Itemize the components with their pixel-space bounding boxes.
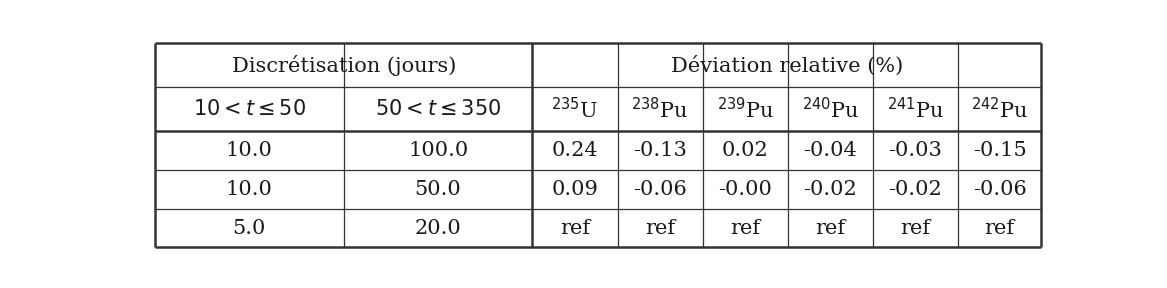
Text: $^{241}$Pu: $^{241}$Pu bbox=[887, 97, 944, 122]
Text: $50 < t \leq 350$: $50 < t \leq 350$ bbox=[375, 99, 502, 119]
Text: -0.04: -0.04 bbox=[803, 141, 858, 160]
Text: $^{240}$Pu: $^{240}$Pu bbox=[802, 97, 859, 122]
Text: -0.06: -0.06 bbox=[973, 180, 1027, 199]
Text: -0.06: -0.06 bbox=[634, 180, 687, 199]
Text: ref: ref bbox=[816, 219, 845, 238]
Text: ref: ref bbox=[900, 219, 930, 238]
Text: 50.0: 50.0 bbox=[414, 180, 461, 199]
Text: Déviation relative (%): Déviation relative (%) bbox=[671, 55, 903, 75]
Text: -0.00: -0.00 bbox=[718, 180, 773, 199]
Text: $^{238}$Pu: $^{238}$Pu bbox=[631, 97, 689, 122]
Text: $^{242}$Pu: $^{242}$Pu bbox=[971, 97, 1028, 122]
Text: -0.03: -0.03 bbox=[888, 141, 942, 160]
Text: -0.15: -0.15 bbox=[973, 141, 1027, 160]
Text: $^{235}$U: $^{235}$U bbox=[551, 97, 599, 122]
Text: 0.09: 0.09 bbox=[552, 180, 599, 199]
Text: ref: ref bbox=[560, 219, 591, 238]
Text: 100.0: 100.0 bbox=[408, 141, 468, 160]
Text: 10.0: 10.0 bbox=[226, 141, 273, 160]
Text: -0.02: -0.02 bbox=[803, 180, 858, 199]
Text: $10 < t \leq 50$: $10 < t \leq 50$ bbox=[193, 99, 306, 119]
Text: ref: ref bbox=[645, 219, 676, 238]
Text: 5.0: 5.0 bbox=[232, 219, 266, 238]
Text: 10.0: 10.0 bbox=[226, 180, 273, 199]
Text: 0.02: 0.02 bbox=[722, 141, 769, 160]
Text: -0.02: -0.02 bbox=[888, 180, 942, 199]
Text: -0.13: -0.13 bbox=[634, 141, 687, 160]
Text: ref: ref bbox=[985, 219, 1014, 238]
Text: ref: ref bbox=[731, 219, 760, 238]
Text: 20.0: 20.0 bbox=[414, 219, 461, 238]
Text: $^{239}$Pu: $^{239}$Pu bbox=[717, 97, 774, 122]
Text: Discrétisation (jours): Discrétisation (jours) bbox=[231, 55, 456, 76]
Text: 0.24: 0.24 bbox=[552, 141, 599, 160]
